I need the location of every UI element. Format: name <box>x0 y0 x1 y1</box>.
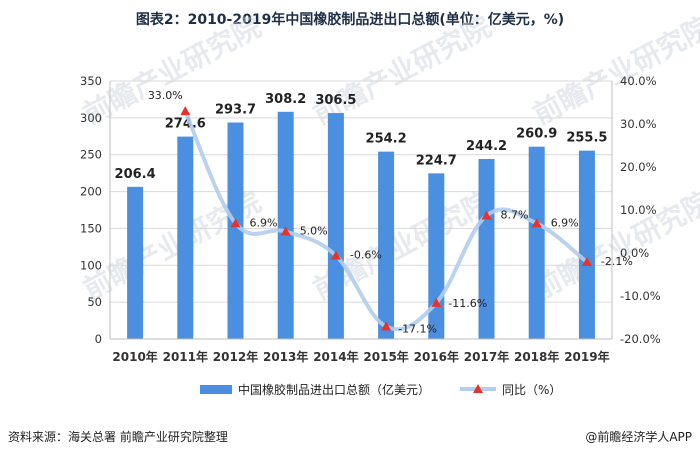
bar <box>177 136 194 339</box>
bar-value-label: 244.2 <box>466 139 507 154</box>
growth-value-label: 6.9% <box>250 216 278 229</box>
growth-marker <box>381 321 392 331</box>
y-right-tick-label: 0.0% <box>620 246 649 260</box>
bar <box>378 151 395 339</box>
bar-value-label: 274.6 <box>165 117 206 132</box>
y-left-tick-label: 100 <box>80 258 102 272</box>
bar <box>127 186 144 339</box>
y-left-tick-label: 0 <box>95 332 102 346</box>
chart-title: 图表2：2010-2019年中国橡胶制品进出口总额(单位：亿美元，%) <box>135 12 565 28</box>
bar <box>277 111 294 340</box>
y-right-tick-label: -20.0% <box>620 332 661 346</box>
y-left-tick-label: 150 <box>80 221 102 235</box>
x-tick-label: 2019年 <box>564 349 609 364</box>
bar-value-label: 308.2 <box>265 92 306 107</box>
growth-marker <box>230 218 241 228</box>
growth-value-label: -11.6% <box>448 297 487 310</box>
x-tick-label: 2018年 <box>514 349 559 364</box>
growth-value-label: 33.0% <box>148 89 183 102</box>
y-axis-left: 0 50 100 150 200 250 300 350 <box>80 74 111 346</box>
watermark-text-1: 前瞻产业研究院 <box>308 10 497 131</box>
bar <box>578 150 595 339</box>
legend-line-label: 同比（%） <box>502 383 561 397</box>
bar <box>227 122 244 339</box>
bar <box>428 173 445 339</box>
bar-series: 206.4 274.6 293.7 308.2 306.5 254.2 224.7 244.2… <box>115 92 607 340</box>
growth-marker <box>431 297 442 307</box>
x-tick-label: 2013年 <box>263 349 308 364</box>
growth-value-label: -17.1% <box>398 323 437 336</box>
bar <box>528 146 545 339</box>
growth-marker <box>180 106 191 116</box>
y-right-tick-label: 30.0% <box>620 117 657 131</box>
y-left-tick-label: 200 <box>80 185 102 199</box>
source-note: 资料来源：海关总署 前瞻产业研究院整理 <box>8 430 228 444</box>
x-tick-label: 2015年 <box>363 349 408 364</box>
growth-marker <box>581 257 592 267</box>
growth-marker <box>280 226 291 236</box>
growth-value-label: 8.7% <box>501 209 529 222</box>
bar-value-label: 260.9 <box>516 127 557 142</box>
growth-value-label: -2.1% <box>601 255 633 268</box>
growth-marker <box>481 210 492 220</box>
bar <box>327 113 344 340</box>
growth-value-label: 6.9% <box>551 216 579 229</box>
x-axis: 2010年 2011年 2012年 2013年 2014年 2015年 2016年 2017年… <box>110 338 612 364</box>
growth-value-label: -0.6% <box>350 249 382 262</box>
x-tick-label: 2010年 <box>112 349 157 364</box>
x-tick-label: 2014年 <box>313 349 358 364</box>
y-axis-right: -20.0% -10.0% 0.0% 10.0% 20.0% 30.0% 40.0% <box>611 74 661 346</box>
y-left-tick-label: 350 <box>80 74 102 88</box>
watermark-text-2: 前瞻产业研究院 <box>528 10 700 131</box>
bar-value-label: 224.7 <box>416 153 457 168</box>
bar-value-label: 206.4 <box>115 167 156 182</box>
x-tick-label: 2017年 <box>464 349 509 364</box>
growth-value-label: 5.0% <box>300 225 328 238</box>
growth-marker <box>531 218 542 228</box>
brand-credit: @前瞻经济学人APP <box>585 430 692 444</box>
bar-value-label: 293.7 <box>215 103 256 118</box>
y-right-tick-label: 40.0% <box>620 74 657 88</box>
legend-bar-label: 中国橡胶制品进出口总额（亿美元） <box>238 382 430 397</box>
line-series: 33.0% 6.9% 5.0% -0.6% -17.1% -11.6% 8.7% 6.9% -2… <box>148 89 633 335</box>
y-right-tick-label: 10.0% <box>620 203 657 217</box>
bar-value-label: 306.5 <box>315 93 356 108</box>
bar-value-label: 255.5 <box>566 131 607 146</box>
growth-marker <box>330 250 341 260</box>
x-tick-label: 2011年 <box>163 349 208 364</box>
x-tick-label: 2012年 <box>213 349 258 364</box>
y-right-tick-label: -10.0% <box>620 289 661 303</box>
x-tick-label: 2016年 <box>414 349 459 364</box>
bar <box>478 158 495 339</box>
legend: 中国橡胶制品进出口总额（亿美元） 同比（%） <box>200 382 561 397</box>
watermark-text-5: 前瞻产业研究院 <box>528 185 700 306</box>
bar-value-label: 254.2 <box>366 132 407 147</box>
y-left-tick-label: 300 <box>80 111 102 125</box>
legend-bar-swatch <box>200 385 232 394</box>
legend-line-marker <box>473 384 483 393</box>
y-left-tick-label: 250 <box>80 148 102 162</box>
y-left-tick-label: 50 <box>87 295 102 309</box>
footer: 资料来源：海关总署 前瞻产业研究院整理 @前瞻经济学人APP <box>8 428 692 448</box>
y-right-tick-label: 20.0% <box>620 160 657 174</box>
